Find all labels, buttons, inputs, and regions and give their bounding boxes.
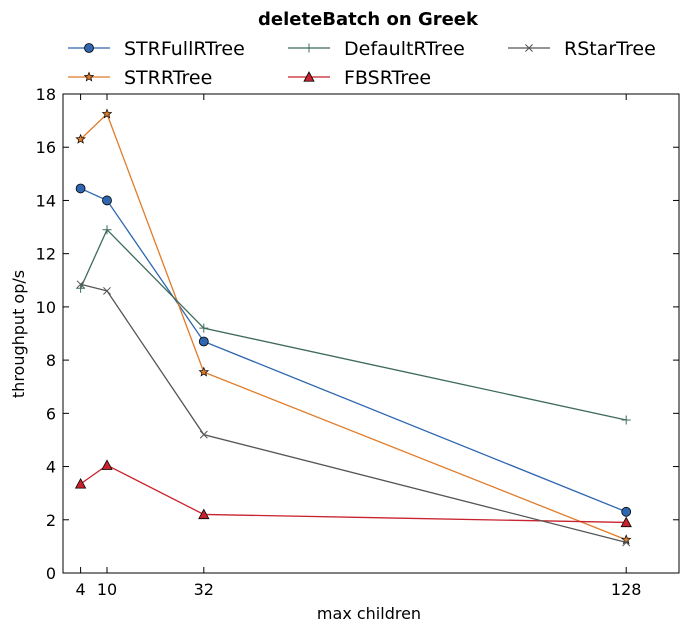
series-line-strrtree xyxy=(80,112,627,541)
data-point-defaultrtree xyxy=(199,323,209,333)
y-axis-label: throughput op/s xyxy=(9,270,28,398)
y-tick-label: 12 xyxy=(36,245,56,264)
data-point-strfullrtree xyxy=(75,183,86,194)
data-point-rstartree xyxy=(103,286,111,295)
data-point-strfullrtree xyxy=(621,506,632,517)
legend-marker-defaultrtree xyxy=(304,43,314,53)
y-tick-label: 16 xyxy=(36,138,56,157)
legend-label-fbsrtree: FBSRTree xyxy=(344,67,431,89)
legend-label-strrtree: STRRTree xyxy=(124,67,212,89)
data-point-defaultrtree xyxy=(102,225,112,235)
legend: STRFullRTree STRRTree DefaultRTree FBSRTree… xyxy=(68,38,656,89)
data-point-defaultrtree xyxy=(621,415,631,425)
x-axis: 4 10 32 128 xyxy=(76,94,642,599)
series-line-defaultrtree xyxy=(80,228,627,421)
data-point-rstartree xyxy=(76,280,85,289)
y-tick-label: 10 xyxy=(36,298,56,317)
plot-area xyxy=(74,108,632,547)
data-point-strfullrtree xyxy=(198,336,209,347)
legend-marker-rstartree xyxy=(525,44,533,52)
y-tick-label: 14 xyxy=(36,191,56,210)
legend-marker-fbsrtree xyxy=(303,71,315,82)
y-tick-label: 8 xyxy=(46,351,56,370)
y-tick-label: 6 xyxy=(46,404,56,423)
legend-marker-strfullrtree xyxy=(84,43,94,53)
y-tick-label: 18 xyxy=(36,85,56,104)
chart-title: deleteBatch on Greek xyxy=(258,9,479,30)
y-tick-label: 2 xyxy=(46,511,56,530)
data-point-fbsrtree xyxy=(198,508,210,520)
data-point-rstartree xyxy=(622,538,631,547)
x-tick-label: 4 xyxy=(76,580,86,599)
y-tick-label: 0 xyxy=(46,564,56,583)
x-axis-label: max children xyxy=(317,604,421,623)
legend-marker-strrtree xyxy=(83,71,95,82)
x-tick-label: 10 xyxy=(97,580,117,599)
x-tick-label: 128 xyxy=(611,580,642,599)
legend-label-defaultrtree: DefaultRTree xyxy=(344,38,465,60)
data-point-strrtree xyxy=(75,133,86,144)
plot-frame xyxy=(62,93,680,574)
legend-label-strfullrtree: STRFullRTree xyxy=(124,38,245,60)
data-point-fbsrtree xyxy=(74,478,87,489)
y-tick-label: 4 xyxy=(46,458,56,477)
series-line-rstartree xyxy=(80,283,627,544)
data-point-strrtree xyxy=(101,108,113,119)
data-point-fbsrtree xyxy=(101,459,113,470)
y-axis: 0 2 4 6 8 10 12 14 16 18 xyxy=(36,85,679,583)
data-point-strrtree xyxy=(198,366,210,377)
series-line-strfullrtree xyxy=(80,187,627,513)
legend-label-rstartree: RStarTree xyxy=(564,38,656,60)
x-tick-label: 32 xyxy=(194,580,214,599)
data-point-fbsrtree xyxy=(620,516,632,528)
data-point-rstartree xyxy=(199,430,208,439)
data-point-defaultrtree xyxy=(76,283,86,293)
data-point-strfullrtree xyxy=(102,195,112,206)
series-line-fbsrtree xyxy=(80,464,627,524)
